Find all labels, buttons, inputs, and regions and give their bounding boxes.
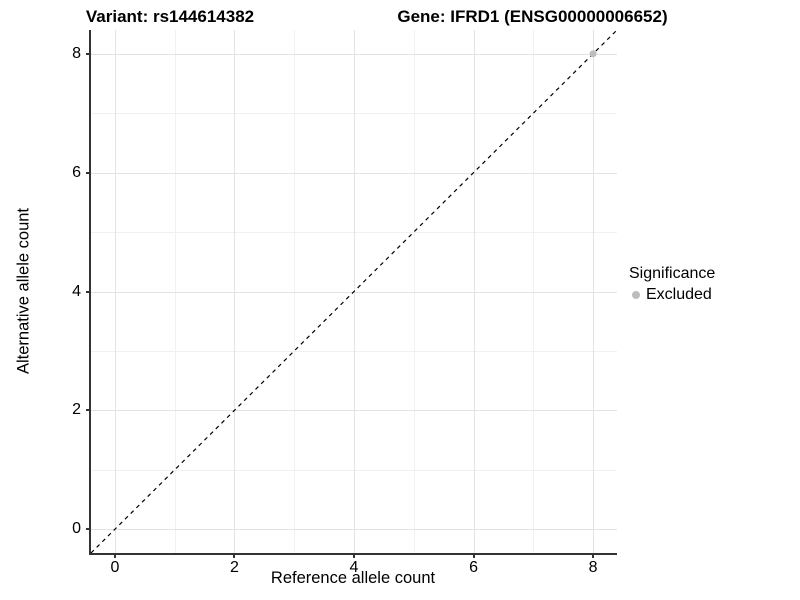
y-tick-mark: [86, 409, 91, 412]
x-tick-mark: [233, 553, 236, 558]
major-gridline-vertical: [593, 30, 595, 553]
legend: Significance Excluded: [629, 265, 715, 304]
gene-title: Gene: IFRD1 (ENSG00000006652): [397, 7, 668, 26]
x-tick-mark: [592, 553, 595, 558]
y-tick-label: 4: [72, 282, 81, 300]
x-tick-mark: [113, 553, 116, 558]
x-tick-mark: [472, 553, 475, 558]
plot-panel: 0 0 2 2 4 4 6 6 8 8: [72, 29, 618, 576]
legend-item-excluded: Excluded: [629, 286, 715, 304]
y-tick-mark: [86, 290, 91, 293]
x-tick-label: 4: [349, 559, 359, 576]
x-tick-label: 0: [110, 559, 120, 576]
y-tick-label: 6: [72, 163, 81, 181]
data-point: [589, 50, 597, 58]
x-tick-label: 8: [588, 559, 598, 576]
y-tick-mark: [86, 528, 91, 531]
major-gridline-vertical: [473, 30, 475, 553]
identity-line: [90, 29, 618, 554]
y-tick-mark: [86, 52, 91, 55]
y-tick-label: 0: [72, 520, 81, 538]
plot-layer: [90, 29, 618, 554]
excluded-point-icon: [632, 291, 640, 299]
y-axis-title: Alternative allele count: [14, 207, 33, 375]
y-tick-label: 2: [72, 401, 81, 419]
legend-title: Significance: [629, 265, 716, 282]
y-tick-mark: [86, 171, 91, 174]
x-tick-mark: [353, 553, 355, 558]
major-gridline-horizontal: [91, 53, 617, 55]
y-tick-label: 8: [72, 44, 81, 62]
x-axis-title: Reference allele count: [270, 569, 436, 587]
major-gridline-horizontal: [91, 172, 617, 174]
variant-title: Variant: rs144614382: [85, 7, 255, 26]
x-tick-label: 2: [230, 559, 239, 576]
legend-item-label: Excluded: [646, 286, 712, 303]
x-tick-label: 6: [469, 559, 478, 576]
